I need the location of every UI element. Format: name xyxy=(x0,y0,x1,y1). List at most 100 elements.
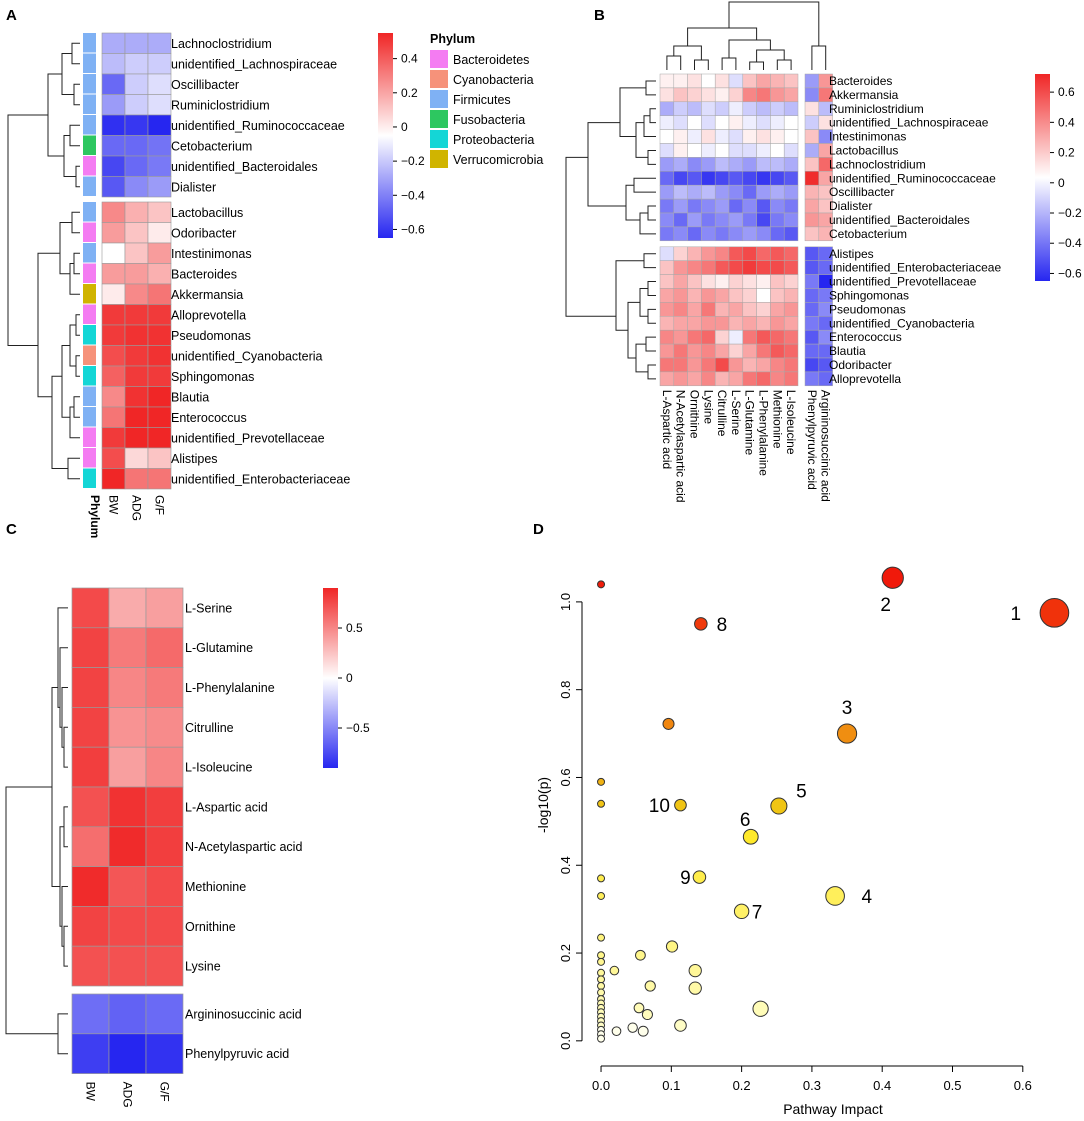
row-label: Lactobacillus xyxy=(171,206,243,220)
heatmap-cell xyxy=(742,87,757,103)
heatmap-cell xyxy=(701,357,716,373)
dendrogram-branch xyxy=(587,122,626,207)
heatmap-cell xyxy=(770,184,785,200)
heatmap-cell xyxy=(804,302,820,317)
row-label: Sphingomonas xyxy=(171,370,254,384)
heatmap-cell xyxy=(756,246,771,261)
x-tick-label: 0.4 xyxy=(873,1078,891,1093)
row-label: Intestinimonas xyxy=(829,130,906,144)
heatmap-cell xyxy=(659,343,675,359)
heatmap-cell xyxy=(756,226,771,242)
heatmap-cell xyxy=(728,198,744,214)
heatmap-cell xyxy=(728,129,744,144)
heatmap-cell xyxy=(145,906,184,947)
panel-a-colorbar-label: −0.6 xyxy=(401,222,425,236)
dendrogram-branch xyxy=(61,687,68,748)
heatmap-cell xyxy=(804,143,820,158)
column-label: ADG xyxy=(121,1082,135,1108)
heatmap-cell xyxy=(742,226,757,242)
heatmap-cell xyxy=(701,157,716,172)
heatmap-cell xyxy=(804,198,820,214)
pathway-label: 10 xyxy=(649,796,670,817)
dendrogram-branch xyxy=(71,211,80,234)
heatmap-cell xyxy=(804,316,820,331)
row-label: Phenylpyruvic acid xyxy=(185,1047,289,1061)
heatmap-cell xyxy=(673,288,688,303)
heatmap-cell xyxy=(124,73,149,95)
heatmap-cell xyxy=(687,329,702,345)
legend-title: Phylum xyxy=(430,32,475,46)
heatmap-cell xyxy=(756,73,771,89)
heatmap-cell xyxy=(770,302,785,317)
heatmap-cell xyxy=(714,246,730,261)
heatmap-cell xyxy=(783,316,799,331)
pathway-label: 9 xyxy=(680,868,691,889)
phylum-annotation-cell xyxy=(83,427,96,447)
row-label: unidentified_Ruminococcaceae xyxy=(829,171,996,185)
heatmap-cell xyxy=(108,627,147,668)
heatmap-cell xyxy=(687,274,702,289)
heatmap-cell xyxy=(124,201,149,223)
heatmap-cell xyxy=(687,101,702,116)
heatmap-cell xyxy=(71,786,110,828)
row-label: Pseudomonas xyxy=(829,302,906,316)
heatmap-cell xyxy=(673,198,688,214)
heatmap-cell xyxy=(770,371,785,387)
heatmap-cell xyxy=(804,357,820,373)
legend-swatch xyxy=(430,150,448,168)
pathway-point xyxy=(770,797,788,815)
row-label: L-Serine xyxy=(185,601,232,615)
heatmap-cell xyxy=(101,365,126,387)
heatmap-cell xyxy=(701,198,716,214)
legend-swatch xyxy=(430,50,448,68)
row-label: unidentified_Prevotellaceae xyxy=(829,275,977,289)
heatmap-cell xyxy=(101,427,126,449)
pathway-point xyxy=(611,1026,622,1037)
heatmap-cell xyxy=(804,101,820,116)
pathway-point xyxy=(742,828,759,845)
heatmap-cell xyxy=(687,143,702,158)
heatmap-cell xyxy=(756,87,771,103)
heatmap-cell xyxy=(687,115,702,130)
heatmap-cell xyxy=(756,184,771,200)
heatmap-cell xyxy=(124,324,149,346)
pathway-point xyxy=(733,903,750,920)
heatmap-cell xyxy=(71,945,110,987)
heatmap-cell xyxy=(147,73,172,95)
heatmap-cell xyxy=(673,157,688,172)
pathway-point xyxy=(688,963,702,978)
heatmap-cell xyxy=(673,274,688,289)
dendrogram-branch xyxy=(627,301,640,359)
heatmap-cell xyxy=(124,242,149,264)
dendrogram-branch xyxy=(776,59,792,70)
heatmap-cell xyxy=(804,329,820,345)
legend-swatch xyxy=(430,130,448,148)
heatmap-cell xyxy=(108,786,147,828)
y-tick-label: 0.0 xyxy=(558,1032,573,1050)
row-label: Alloprevotella xyxy=(829,372,901,386)
heatmap-cell xyxy=(673,343,688,359)
phylum-annotation-cell xyxy=(83,135,96,155)
heatmap-cell xyxy=(742,143,757,158)
heatmap-cell xyxy=(818,371,833,387)
legend-entry: Verrucomicrobia xyxy=(453,153,543,167)
x-tick-label: 0.0 xyxy=(592,1078,610,1093)
heatmap-cell xyxy=(71,993,110,1035)
phylum-annotation-cell xyxy=(83,156,96,176)
panel-a-heatmap: Lachnoclostridium unidentified_Lachnospir… xyxy=(7,32,543,538)
row-label: Cetobacterium xyxy=(171,139,252,153)
heatmap-cell xyxy=(701,274,716,289)
heatmap-cell xyxy=(742,343,757,359)
heatmap-cell xyxy=(742,246,757,261)
pathway-point xyxy=(836,723,858,744)
heatmap-cell xyxy=(147,304,172,326)
heatmap-cell xyxy=(701,212,716,228)
heatmap-cell xyxy=(728,115,744,130)
phylum-annotation-cell xyxy=(83,468,96,488)
heatmap-cell xyxy=(756,274,771,289)
pathway-point xyxy=(641,1008,653,1021)
heatmap-cell xyxy=(101,386,126,408)
pathway-point xyxy=(597,957,606,966)
panel-b-colorbar-label: −0.6 xyxy=(1058,266,1082,280)
heatmap-cell xyxy=(145,627,184,668)
